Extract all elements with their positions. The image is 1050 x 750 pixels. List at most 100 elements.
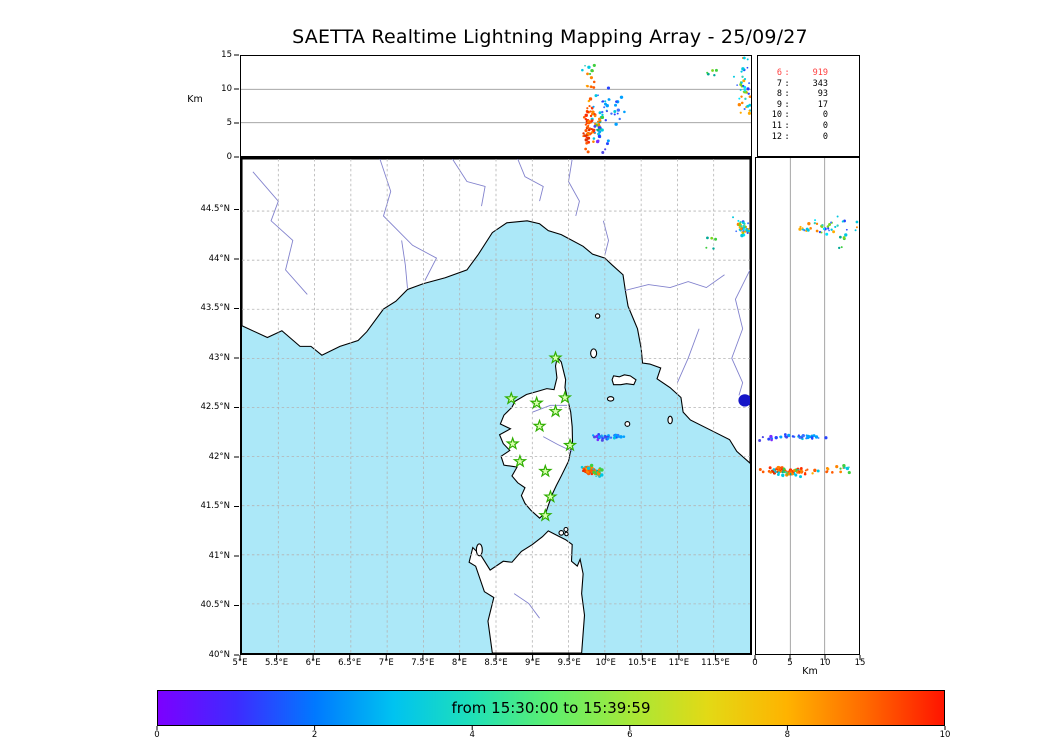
station-star	[538, 507, 553, 522]
station-star	[503, 391, 519, 405]
river	[401, 240, 408, 289]
stat-row: 7:343	[776, 78, 828, 89]
station-star	[505, 436, 520, 450]
station-star	[548, 350, 563, 365]
lon-tick-label: 7.5°E	[411, 658, 435, 668]
lake-bolsena	[738, 394, 750, 407]
lon-tick-label: 6.5°E	[338, 658, 362, 668]
river-ombrone	[676, 328, 700, 383]
lon-tick-label: 10.5°E	[628, 658, 657, 668]
elba-island	[611, 374, 637, 386]
station-star	[557, 390, 573, 404]
lon-tick-label: 5.5°E	[264, 658, 289, 668]
station-star	[543, 489, 558, 504]
maddalena-island	[558, 530, 565, 536]
altitude-tick-label: 0	[226, 152, 232, 162]
lat-tick-label: 41°N	[208, 550, 230, 561]
lon-tick-label: 9.5°E	[557, 658, 581, 668]
river	[252, 171, 308, 295]
lon-tick-label: 11°E	[668, 658, 690, 668]
altitude-longitude-plot	[241, 56, 751, 154]
stat-row: 12:0	[771, 131, 828, 142]
lat-tick-label: 43°N	[208, 352, 230, 363]
station-star	[512, 453, 528, 468]
altitude-tick-label: 15	[854, 658, 866, 668]
asinara-island	[475, 543, 483, 557]
colorbar-tick-label: 6	[627, 730, 633, 740]
lon-tick-label: 8°E	[451, 658, 467, 668]
lon-tick-label: 5°E	[232, 658, 248, 668]
lat-tick-label: 41.5°N	[200, 501, 230, 512]
altitude-tick-label: 5	[226, 118, 232, 128]
lat-tick-label: 44°N	[208, 253, 230, 264]
altitude-longitude-panel	[240, 55, 752, 157]
stat-row: 11:0	[771, 120, 828, 131]
stat-row: 10:0	[771, 110, 828, 121]
lon-tick-label: 9°E	[525, 658, 541, 668]
coastline-mainland	[242, 159, 750, 464]
page-title: SAETTA Realtime Lightning Mapping Array …	[292, 26, 808, 48]
lat-tick-label: 43.5°N	[200, 303, 230, 314]
pianosa-island	[606, 396, 615, 402]
gorgona-island	[594, 313, 601, 319]
river	[517, 159, 544, 202]
station-star	[529, 395, 544, 410]
border-line	[379, 159, 438, 281]
river	[602, 220, 609, 256]
altitude-latitude-panel	[755, 157, 860, 655]
landmasses	[242, 159, 750, 653]
altitude-tick-label: 0	[752, 658, 758, 668]
caprera-island	[564, 531, 569, 537]
river-arno	[625, 274, 725, 291]
coastline-corsica	[498, 355, 574, 519]
map-plot	[242, 159, 750, 653]
lon-tick-label: 7°E	[378, 658, 394, 668]
lat-tick-label: 42.5°N	[200, 402, 230, 413]
giglio-island	[667, 415, 673, 425]
montecristo-island	[624, 421, 631, 427]
maddalena-island	[563, 526, 569, 533]
stat-row: 8:93	[776, 89, 828, 100]
altitude-gridlines	[789, 158, 826, 654]
river	[513, 593, 540, 619]
altitude-tick-label: 5	[787, 658, 793, 668]
coastline-sardinia	[468, 530, 586, 653]
altitude-tick-label: 10	[819, 658, 831, 668]
lat-tick-label: 40°N	[208, 650, 230, 660]
capraia-island	[590, 348, 598, 359]
map-gridlines	[242, 159, 750, 653]
station-star	[562, 437, 578, 452]
stat-row: 9:17	[776, 99, 828, 110]
station-star	[538, 463, 553, 478]
colorbar-tick-label: 2	[311, 730, 318, 740]
colorbar-gradient	[158, 691, 944, 725]
lon-tick-label: 6°E	[305, 658, 321, 668]
lat-tick-label: 42°N	[208, 451, 230, 462]
lightning-points-longitude	[581, 56, 751, 154]
lon-tick-label: 8.5°E	[484, 658, 508, 668]
map-panel	[240, 157, 752, 655]
lon-tick-label: 11.5°E	[701, 658, 730, 668]
altitude-axis-label-top: Km	[187, 94, 203, 105]
source-count-stats-panel: 6:919 7:343 8:93 9:17 10:0 11:0 12:0	[757, 55, 860, 157]
altitude-tick-label: 10	[221, 84, 232, 94]
station-star	[548, 403, 563, 418]
altitude-tick-label: 15	[221, 50, 232, 60]
station-star	[532, 418, 547, 433]
stat-row: 6:919	[776, 68, 828, 78]
lightning-points-latitude	[758, 215, 859, 479]
time-colorbar: from 15:30:00 to 15:39:59	[157, 690, 945, 726]
colorbar-time-range-label: from 15:30:00 to 15:39:59	[451, 699, 651, 717]
lat-tick-label: 44.5°N	[200, 204, 230, 215]
river-golo	[532, 404, 568, 413]
altitude-latitude-plot	[758, 158, 859, 654]
lon-tick-label: 10°E	[595, 658, 616, 668]
lightning-points-map	[580, 216, 750, 478]
colorbar-tick-label: 0	[154, 730, 160, 740]
colorbar-tick-label: 8	[784, 730, 791, 740]
lat-tick-label: 40.5°N	[200, 600, 230, 611]
colorbar-tick-label: 10	[939, 730, 951, 740]
river	[568, 159, 580, 217]
colorbar-tick-label: 4	[469, 730, 475, 740]
sensor-stations	[503, 350, 578, 522]
